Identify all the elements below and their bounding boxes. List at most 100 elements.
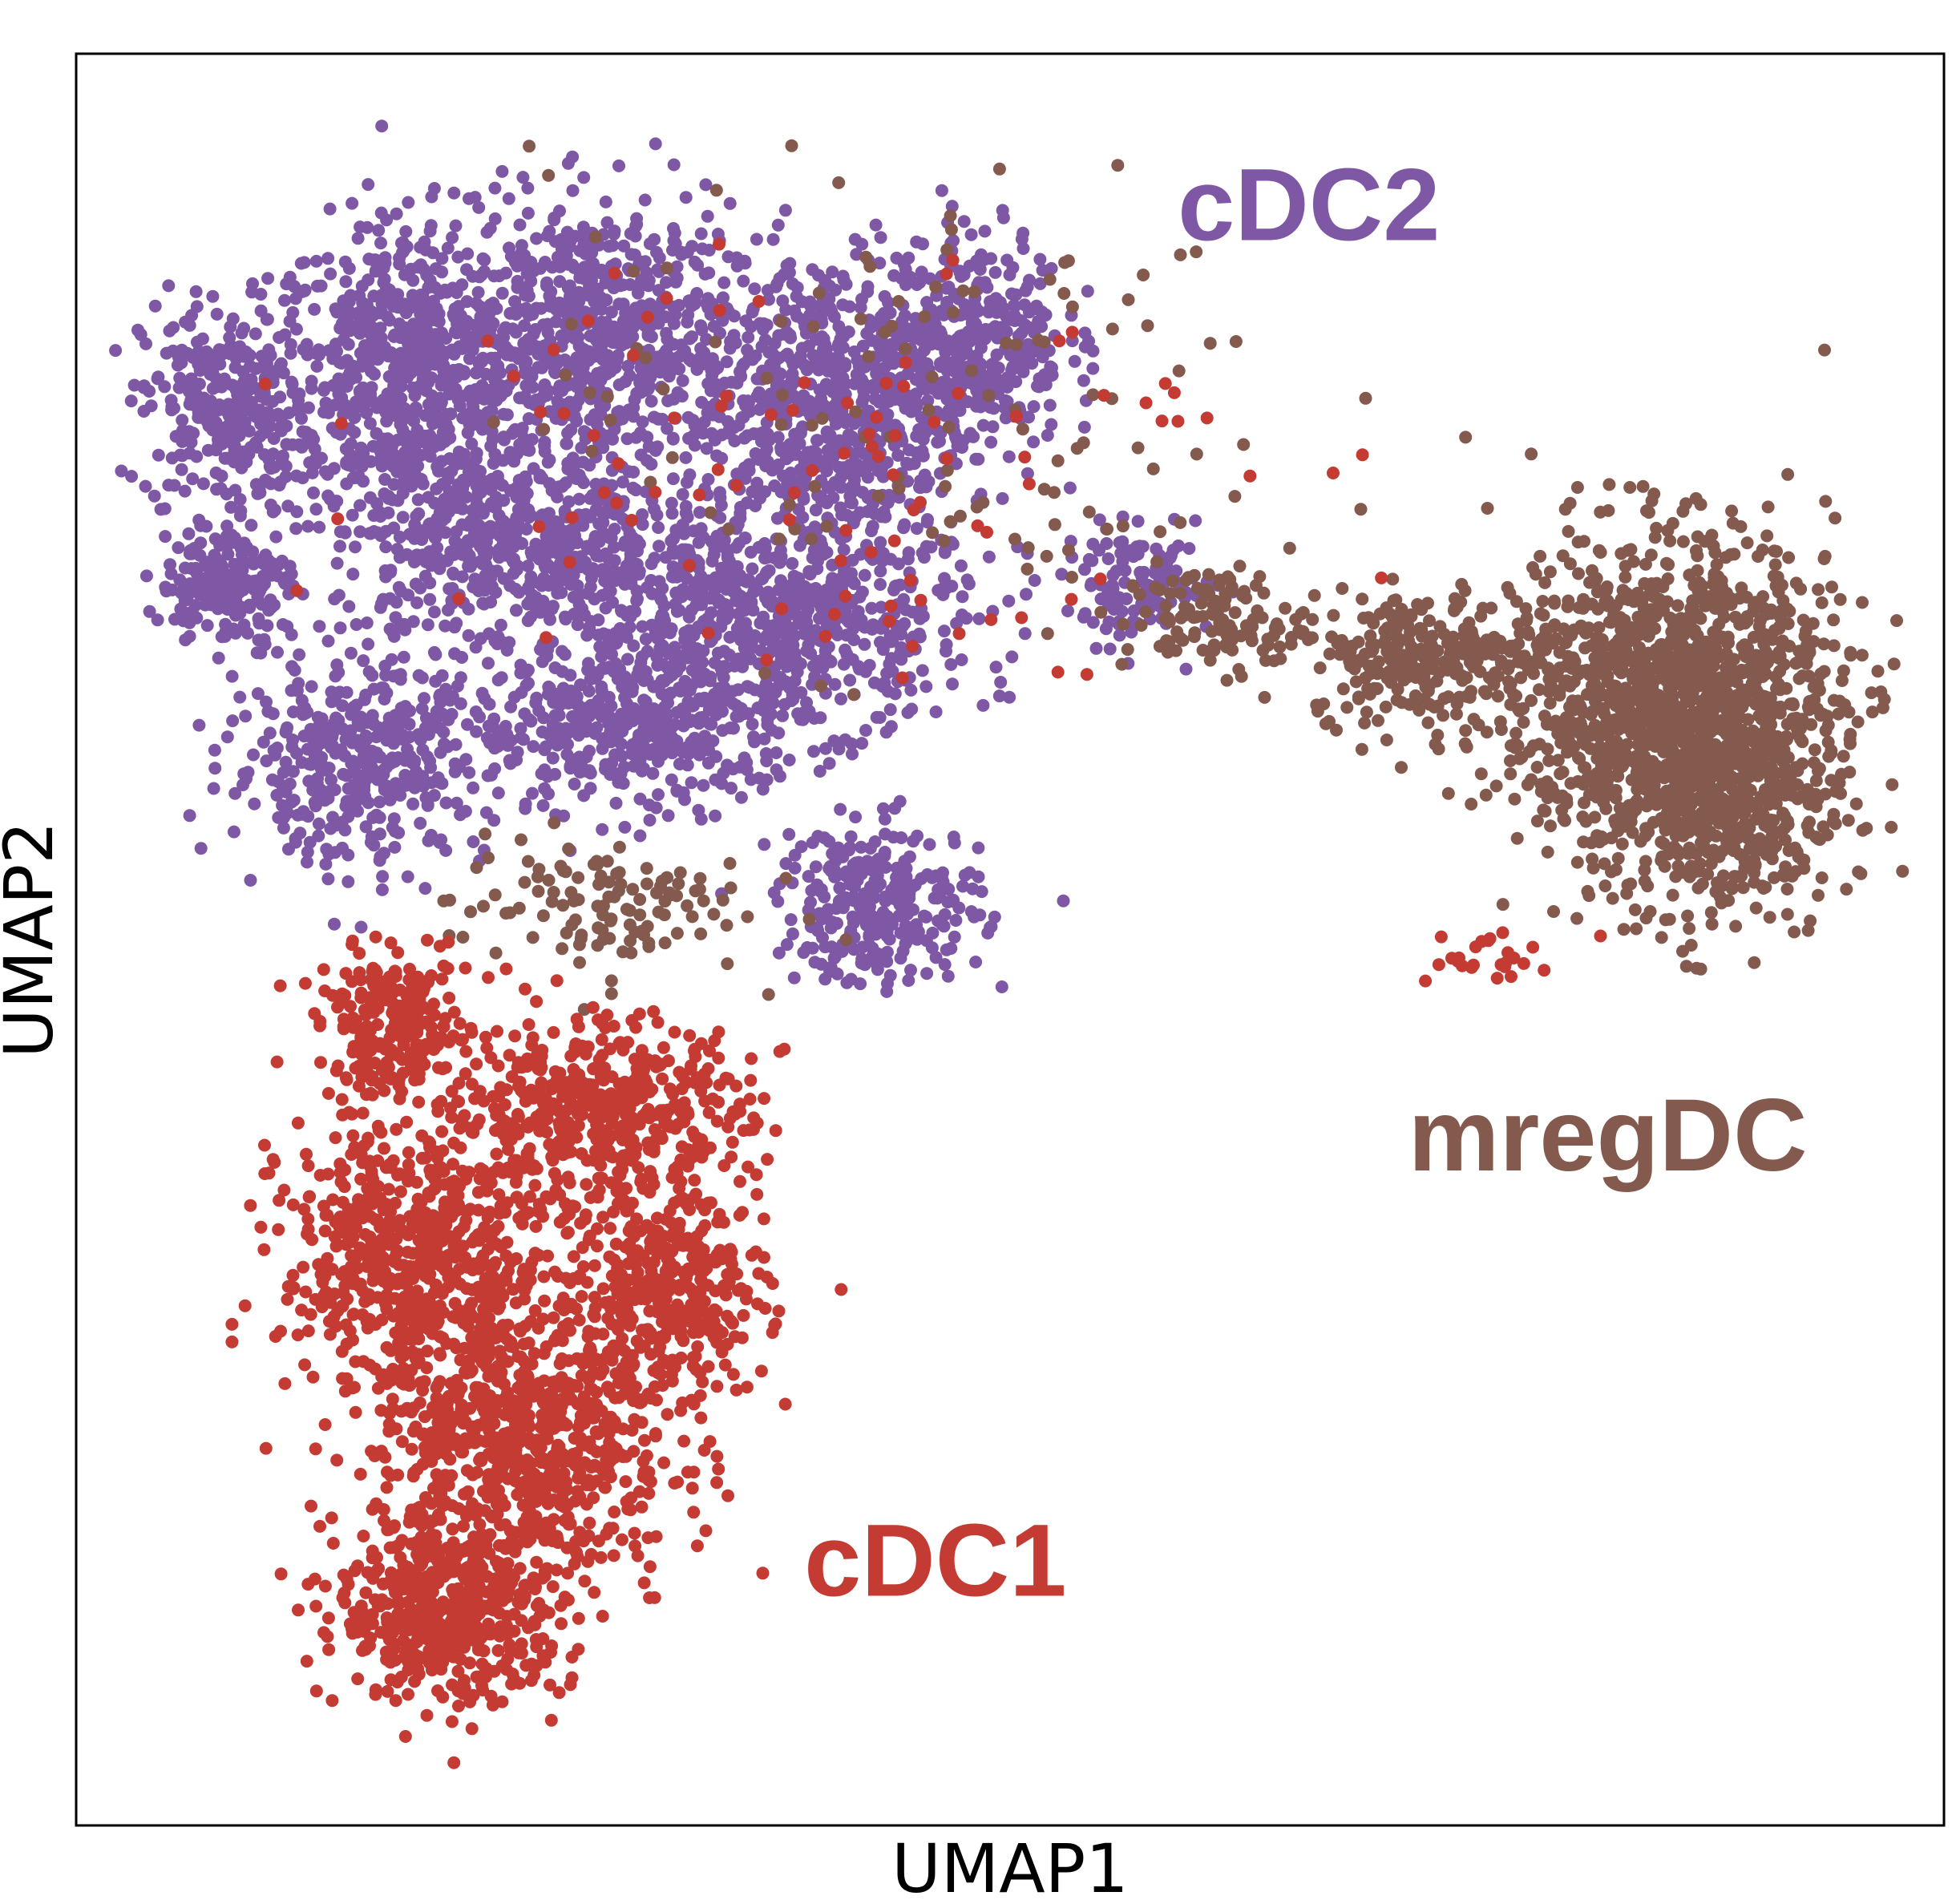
point: [491, 786, 505, 800]
point: [989, 661, 1003, 674]
point: [409, 339, 422, 352]
point: [333, 540, 346, 553]
point: [987, 359, 1000, 372]
point: [510, 753, 523, 766]
point: [434, 391, 447, 405]
point: [602, 240, 616, 253]
point: [494, 389, 507, 402]
data-points: [109, 119, 1910, 1769]
point: [953, 329, 967, 343]
point: [924, 540, 938, 554]
point: [658, 642, 672, 656]
point: [915, 664, 929, 677]
point: [738, 532, 752, 545]
point: [115, 464, 128, 478]
point: [463, 556, 476, 569]
point: [552, 383, 564, 397]
point: [457, 473, 470, 487]
point: [568, 778, 581, 790]
point: [629, 431, 643, 444]
point: [628, 229, 642, 243]
point: [806, 349, 820, 362]
point: [566, 709, 579, 723]
point: [670, 271, 684, 285]
point: [628, 749, 642, 762]
point: [910, 235, 923, 249]
point: [1009, 288, 1023, 301]
point: [450, 286, 463, 299]
point: [793, 437, 806, 451]
point: [201, 443, 215, 457]
point: [965, 377, 979, 390]
point: [418, 409, 432, 422]
point: [366, 709, 379, 722]
point: [371, 341, 384, 354]
point: [559, 722, 572, 735]
point: [263, 726, 277, 740]
point: [427, 182, 441, 195]
point: [822, 382, 836, 394]
point: [236, 778, 249, 791]
point: [454, 808, 467, 822]
point: [556, 665, 569, 678]
point: [491, 673, 505, 687]
point: [422, 444, 436, 457]
point: [354, 525, 367, 539]
point: [1018, 627, 1032, 641]
point: [796, 713, 810, 726]
point: [524, 714, 538, 728]
point: [837, 543, 851, 556]
point: [995, 980, 1008, 993]
point: [761, 427, 774, 441]
point: [750, 232, 763, 246]
point: [203, 394, 216, 408]
point: [723, 342, 737, 355]
point: [323, 202, 337, 216]
point: [986, 420, 1000, 434]
point: [397, 324, 410, 338]
point: [183, 447, 196, 460]
point: [855, 613, 868, 627]
point: [982, 550, 996, 564]
point: [350, 618, 363, 631]
point: [139, 569, 153, 583]
point: [701, 406, 714, 419]
point: [289, 522, 303, 536]
point: [1000, 253, 1014, 267]
point: [380, 686, 394, 700]
point: [392, 459, 406, 473]
point: [362, 178, 375, 192]
point: [683, 468, 697, 482]
point: [422, 834, 435, 847]
point: [192, 513, 206, 527]
point: [374, 321, 387, 335]
point: [435, 669, 449, 682]
point: [574, 550, 588, 564]
point: [402, 196, 415, 209]
point: [500, 408, 514, 422]
point: [824, 655, 838, 669]
point: [517, 432, 531, 446]
point: [257, 448, 271, 462]
point: [729, 709, 743, 723]
point: [441, 740, 455, 754]
point: [415, 671, 429, 685]
point: [750, 476, 764, 490]
point: [261, 313, 274, 326]
point: [376, 870, 390, 883]
point: [600, 216, 614, 229]
point: [474, 301, 487, 314]
point: [232, 429, 246, 443]
point: [538, 782, 552, 795]
point: [972, 841, 985, 855]
point: [667, 317, 681, 330]
point: [488, 732, 502, 746]
point: [204, 367, 217, 381]
point: [329, 711, 343, 725]
point: [520, 443, 534, 457]
point: [446, 231, 459, 245]
point: [374, 306, 387, 320]
point: [125, 470, 139, 483]
point: [305, 382, 318, 395]
